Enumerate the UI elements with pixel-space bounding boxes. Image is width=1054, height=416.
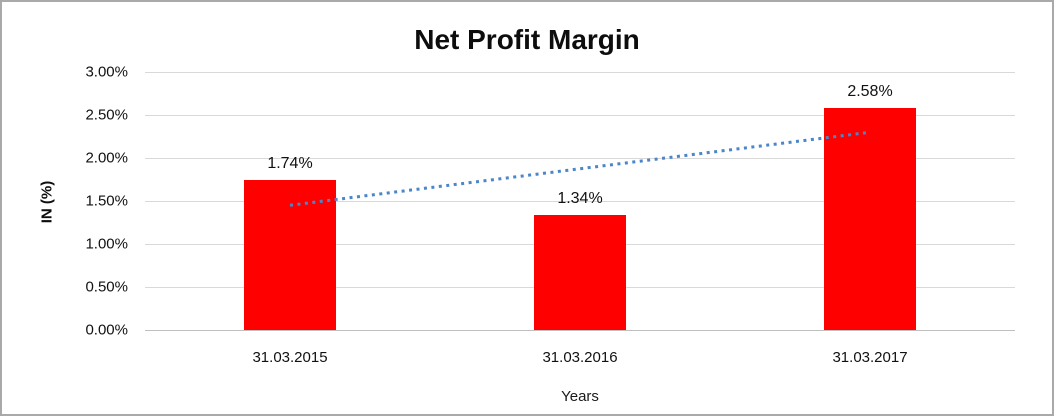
- bar-31.03.2017: [824, 108, 916, 330]
- y-tick-label: 3.00%: [85, 63, 128, 81]
- y-tick-label: 1.50%: [85, 192, 128, 210]
- y-tick-label: 2.00%: [85, 149, 128, 167]
- bar-value-label: 1.74%: [267, 155, 313, 172]
- x-axis-line: [145, 330, 1015, 331]
- y-tick-label: 0.50%: [85, 278, 128, 296]
- y-tick-label: 2.50%: [85, 106, 128, 124]
- bar-value-label: 1.34%: [557, 190, 603, 207]
- bar-31.03.2016: [534, 215, 626, 330]
- x-axis-title: Years: [561, 388, 599, 405]
- chart-title: Net Profit Margin: [414, 24, 640, 55]
- bar-value-label: 2.58%: [847, 83, 893, 100]
- gridline: [145, 115, 1015, 116]
- x-tick-label: 31.03.2016: [542, 349, 618, 366]
- gridline: [145, 72, 1015, 73]
- y-tick-label: 1.00%: [85, 235, 128, 253]
- x-tick-label: 31.03.2017: [832, 349, 908, 366]
- bar-31.03.2015: [244, 180, 336, 330]
- y-tick-label: 0.00%: [85, 321, 128, 339]
- x-tick-label: 31.03.2015: [252, 349, 328, 366]
